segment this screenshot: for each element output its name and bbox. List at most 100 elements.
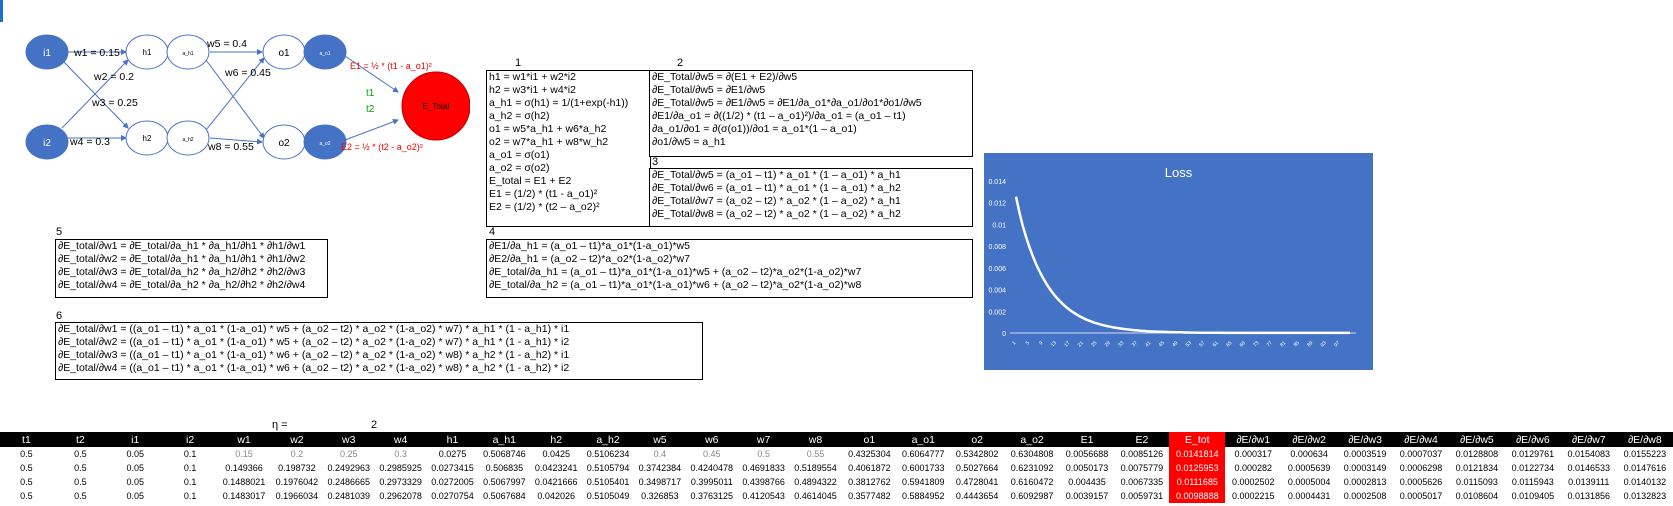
table-cell[interactable]: 0.0146533 xyxy=(1567,463,1611,473)
column-header[interactable]: ∂E/∂w2 xyxy=(1281,432,1338,447)
column-header[interactable]: w6 xyxy=(685,432,739,447)
table-cell[interactable]: 0.0004431 xyxy=(1287,491,1331,501)
table-cell[interactable]: 0.0155223 xyxy=(1623,449,1667,459)
column-header[interactable]: w1 xyxy=(217,432,271,447)
table-cell[interactable]: 0.0002215 xyxy=(1231,491,1275,501)
table-cell[interactable]: 0.2962078 xyxy=(379,491,422,501)
table-cell[interactable]: 0.0005004 xyxy=(1287,477,1331,487)
table-cell[interactable]: 0.198732 xyxy=(278,463,316,473)
table-cell[interactable]: 0.4325304 xyxy=(848,449,891,459)
column-header[interactable]: ∂E/∂w3 xyxy=(1337,432,1394,447)
table-cell[interactable]: 0.5068746 xyxy=(483,449,526,459)
table-cell[interactable]: 0.0275 xyxy=(438,449,467,459)
table-cell[interactable]: 0.05 xyxy=(126,463,144,473)
table-cell[interactable]: 0.0006298 xyxy=(1399,463,1443,473)
column-header[interactable]: ∂E/∂w1 xyxy=(1225,432,1282,447)
table-cell[interactable]: 0.1 xyxy=(183,477,197,487)
table-cell[interactable]: 0.1 xyxy=(183,491,197,501)
table-cell[interactable]: 0.0039157 xyxy=(1065,491,1109,501)
table-cell[interactable]: 0.0421666 xyxy=(534,477,578,487)
table-cell[interactable]: 0.1 xyxy=(183,449,197,459)
table-cell[interactable]: 0.05 xyxy=(126,449,144,459)
column-header[interactable]: w5 xyxy=(634,432,686,447)
table-cell[interactable]: 0.0272005 xyxy=(431,477,474,487)
table-cell[interactable]: 0.004435 xyxy=(1068,477,1106,487)
table-cell[interactable]: 0.3577482 xyxy=(848,491,891,501)
table-cell[interactable]: 0.2492963 xyxy=(327,463,371,473)
table-cell[interactable]: 0.5 xyxy=(20,449,33,459)
column-header[interactable]: a_o1 xyxy=(896,432,950,447)
column-header[interactable]: h2 xyxy=(530,432,582,447)
column-header[interactable]: w7 xyxy=(738,432,790,447)
table-cell[interactable]: 0.0059731 xyxy=(1120,491,1164,501)
table-cell[interactable]: 0.149366 xyxy=(225,463,263,473)
table-cell[interactable]: 0.45 xyxy=(703,449,721,459)
table-cell[interactable]: 0.0002502 xyxy=(1231,477,1275,487)
column-header[interactable]: ∂E/∂w7 xyxy=(1560,432,1617,447)
table-cell[interactable]: 0.0425 xyxy=(542,449,570,459)
column-header[interactable]: ∂E/∂w6 xyxy=(1504,432,1561,447)
table-cell[interactable]: 0.2486665 xyxy=(327,477,371,487)
table-cell[interactable]: 0.0131856 xyxy=(1567,491,1611,501)
column-header[interactable]: ∂E/∂w5 xyxy=(1448,432,1505,447)
table-cell[interactable]: 0.000282 xyxy=(1234,463,1272,473)
table-cell[interactable]: 0.5105401 xyxy=(586,477,630,487)
column-header[interactable]: ∂E/∂w8 xyxy=(1616,432,1673,447)
column-header[interactable]: w3 xyxy=(323,432,375,447)
table-cell[interactable]: 0.1976042 xyxy=(275,477,319,487)
table-cell[interactable]: 0.05 xyxy=(126,477,144,487)
table-cell[interactable]: 0.4894322 xyxy=(794,477,837,487)
column-header[interactable]: w4 xyxy=(374,432,428,447)
table-cell[interactable]: 0.0108604 xyxy=(1455,491,1499,501)
table-cell[interactable]: 0.05 xyxy=(126,491,144,501)
table-cell[interactable]: 0.0273415 xyxy=(431,463,474,473)
table-cell[interactable]: 0.0132823 xyxy=(1623,491,1667,501)
table-cell[interactable]: 0.0002813 xyxy=(1343,477,1387,487)
column-header[interactable]: o2 xyxy=(949,432,1005,447)
table-cell[interactable]: 0.5941809 xyxy=(902,477,945,487)
table-cell[interactable]: 0.1 xyxy=(183,463,197,473)
table-cell[interactable]: 0.4443654 xyxy=(955,491,999,501)
table-cell[interactable]: 0.5 xyxy=(74,449,87,459)
table-cell[interactable]: 0.4240478 xyxy=(690,463,734,473)
table-cell[interactable]: 0.0005017 xyxy=(1399,491,1443,501)
table-cell[interactable]: 0.1488021 xyxy=(222,477,266,487)
table-cell[interactable]: 0.4614045 xyxy=(794,491,837,501)
table-cell[interactable]: 0.0003149 xyxy=(1343,463,1387,473)
table-cell[interactable]: 0.0067335 xyxy=(1120,477,1164,487)
table-cell[interactable]: 0.5342802 xyxy=(955,449,999,459)
table-cell[interactable]: 0.4691833 xyxy=(742,463,785,473)
column-header[interactable]: h1 xyxy=(427,432,478,447)
table-cell[interactable]: 0.3498717 xyxy=(638,477,682,487)
column-header[interactable]: i1 xyxy=(107,432,163,447)
table-cell[interactable]: 0.3763125 xyxy=(690,491,734,501)
table-cell[interactable]: 0.0098888 xyxy=(1169,489,1226,503)
table-cell[interactable]: 0.042026 xyxy=(537,491,575,501)
table-cell[interactable]: 0.5 xyxy=(74,463,87,473)
table-cell[interactable]: 0.1966034 xyxy=(275,491,319,501)
table-cell[interactable]: 0.0109405 xyxy=(1511,491,1555,501)
table-cell[interactable]: 0.5067997 xyxy=(483,477,526,487)
table-cell[interactable]: 0.6160472 xyxy=(1010,477,1054,487)
table-cell[interactable]: 0.506835 xyxy=(485,463,524,473)
table-cell[interactable]: 0.0007037 xyxy=(1399,449,1443,459)
table-cell[interactable]: 0.6231092 xyxy=(1010,463,1054,473)
table-cell[interactable]: 0.3742384 xyxy=(638,463,682,473)
column-header[interactable]: E2 xyxy=(1114,432,1170,447)
table-cell[interactable]: 0.3995011 xyxy=(690,477,733,487)
table-cell[interactable]: 0.4120543 xyxy=(742,491,785,501)
eta-value[interactable]: 2 xyxy=(371,419,378,431)
table-cell[interactable]: 0.25 xyxy=(340,449,358,459)
table-cell[interactable]: 0.0121834 xyxy=(1455,463,1499,473)
table-cell[interactable]: 0.5884952 xyxy=(902,491,945,501)
table-cell[interactable]: 0.6001733 xyxy=(902,463,945,473)
column-header[interactable]: a_h2 xyxy=(581,432,635,447)
table-cell[interactable]: 0.5 xyxy=(757,449,770,459)
table-cell[interactable]: 0.4 xyxy=(653,449,667,459)
table-cell[interactable]: 0.5 xyxy=(20,491,33,501)
table-cell[interactable]: 0.0139111 xyxy=(1568,477,1610,487)
table-cell[interactable]: 0.5105049 xyxy=(586,491,630,501)
table-cell[interactable]: 0.5 xyxy=(20,477,33,487)
table-cell[interactable]: 0.3812762 xyxy=(848,477,891,487)
table-cell[interactable]: 0.6304808 xyxy=(1010,449,1054,459)
